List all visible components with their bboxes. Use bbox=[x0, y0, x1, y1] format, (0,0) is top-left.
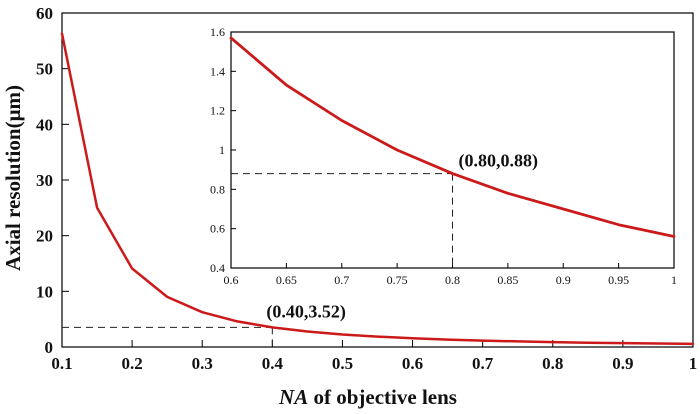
inset-y-tick-label: 1.4 bbox=[210, 64, 225, 78]
inset-x-tick-label: 1 bbox=[671, 273, 677, 287]
x-tick-label: 0.7 bbox=[472, 354, 494, 373]
inset-x-tick-label: 0.95 bbox=[608, 273, 629, 287]
inset-y-tick-label: 0.8 bbox=[210, 182, 225, 196]
inset-plot: 0.6 0.65 0.7 0.75 0.8 0.85 0.9 0.95 10.40.60.811… bbox=[210, 25, 677, 287]
x-tick-label: 0.4 bbox=[262, 354, 284, 373]
inset-x-tick-label: 0.9 bbox=[556, 273, 571, 287]
y-tick-label: 20 bbox=[36, 227, 53, 246]
y-tick-label: 40 bbox=[36, 115, 53, 134]
inset-series-line bbox=[229, 36, 676, 238]
x-axis-label-rest: of objective lens bbox=[308, 385, 457, 409]
x-tick-label: 1 bbox=[689, 354, 698, 373]
inset-y-tick-label: 1 bbox=[219, 143, 225, 157]
inset-x-tick-label: 0.65 bbox=[276, 273, 297, 287]
x-tick-label: 0.1 bbox=[51, 354, 72, 373]
inset-plot-frame bbox=[230, 31, 675, 269]
inset-y-tick-label: 1.2 bbox=[210, 104, 225, 118]
inset-y-tick-label: 0.6 bbox=[210, 222, 225, 236]
x-tick-label: 0.9 bbox=[612, 354, 633, 373]
inset-y-tick-label: 1.6 bbox=[210, 25, 225, 39]
y-tick-label: 10 bbox=[36, 282, 53, 301]
annotation-label: (0.40,3.52) bbox=[266, 301, 346, 322]
inset-annotation-label: (0.80,0.88) bbox=[459, 151, 539, 172]
x-tick-label: 0.2 bbox=[121, 354, 142, 373]
series-line bbox=[60, 32, 695, 346]
y-tick-label: 30 bbox=[36, 171, 53, 190]
x-tick-label: 0.3 bbox=[192, 354, 213, 373]
inset-x-tick-label: 0.7 bbox=[334, 273, 349, 287]
y-axis-label: Axial resolution(μm) bbox=[1, 85, 25, 271]
y-tick-label: 60 bbox=[36, 4, 53, 23]
inset-x-tick-label: 0.6 bbox=[224, 273, 239, 287]
x-axis-label-italic: NA bbox=[278, 385, 308, 409]
x-tick-label: 0.8 bbox=[542, 354, 563, 373]
x-tick-label: 0.6 bbox=[402, 354, 423, 373]
x-tick-label: 0.5 bbox=[332, 354, 353, 373]
inset-x-tick-label: 0.85 bbox=[497, 273, 518, 287]
y-tick-label: 0 bbox=[45, 338, 54, 357]
inset-x-tick-label: 0.75 bbox=[387, 273, 408, 287]
x-axis-label: NA of objective lens bbox=[278, 385, 457, 409]
y-tick-label: 50 bbox=[36, 60, 53, 79]
inset-x-tick-label: 0.8 bbox=[445, 273, 460, 287]
inset-y-tick-label: 0.4 bbox=[210, 261, 225, 275]
